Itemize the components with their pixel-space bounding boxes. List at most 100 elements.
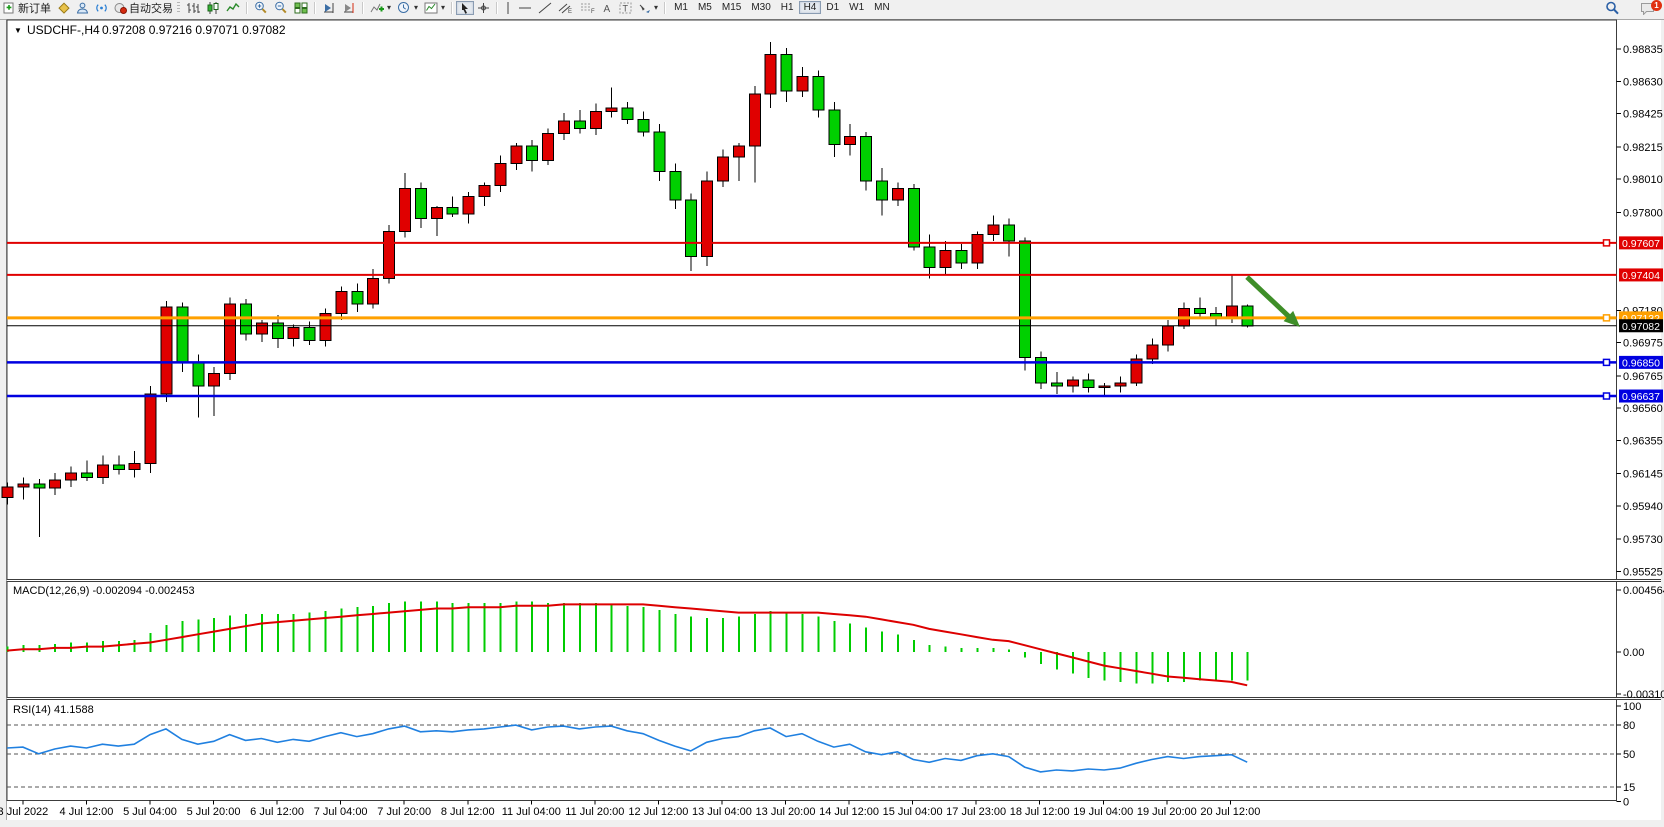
timeframe-W1[interactable]: W1	[844, 1, 869, 14]
fibonacci-button[interactable]: F	[577, 1, 599, 15]
chart-bars-button[interactable]	[183, 1, 203, 15]
crosshair-button[interactable]	[474, 1, 493, 15]
macd-histogram-bar	[1040, 652, 1042, 665]
chart-candles-button[interactable]	[203, 1, 223, 15]
tile-windows-button[interactable]	[291, 1, 311, 15]
chart-shift-button[interactable]	[339, 1, 359, 15]
chart-menu-icon[interactable]: ▼	[14, 26, 22, 35]
time-axis[interactable]: 3 Jul 2022 4 Jul 12:00 5 Jul 04:00 5 Jul 20…	[0, 800, 1260, 819]
svg-text:A: A	[604, 4, 611, 14]
indicators-button[interactable]: ▾	[367, 1, 394, 15]
trendline-button[interactable]	[535, 1, 555, 15]
indicators-plus-icon	[370, 2, 384, 14]
equidistant-channel-icon: E	[558, 2, 574, 14]
rsi-indicator: 100 80 50 15 0 RSI(14) 41.1588	[6, 701, 1641, 809]
candle-body	[81, 472, 93, 479]
macd-histogram-bar	[547, 603, 550, 652]
chevron-down-icon: ▾	[654, 3, 659, 12]
toolbar-grip[interactable]	[177, 2, 180, 13]
rsi-tick-label: 0	[1623, 797, 1629, 809]
candle-body	[1098, 385, 1111, 389]
macd-histogram-bar	[1008, 649, 1011, 652]
notifications-button[interactable]: 1	[1637, 0, 1662, 15]
candle-body	[33, 483, 46, 489]
channel-button[interactable]: E	[555, 1, 577, 15]
text-label-button[interactable]: T	[616, 1, 635, 15]
text-button[interactable]: A	[599, 1, 616, 15]
hline-handle[interactable]	[1602, 358, 1611, 367]
search-button[interactable]	[1602, 1, 1623, 15]
trend-arrow-object[interactable]	[1245, 275, 1300, 327]
timeframe-M5[interactable]: M5	[693, 1, 717, 14]
templates-button[interactable]: ▾	[421, 1, 448, 15]
price-line-badge	[1619, 268, 1663, 282]
chart-line-button[interactable]	[223, 1, 243, 15]
time-tick-label: 11 Jul 04:00	[502, 806, 561, 818]
timeframe-H1[interactable]: H1	[776, 1, 799, 14]
panel-splitter-0[interactable]	[7, 579, 1661, 582]
timeframe-D1[interactable]: D1	[821, 1, 844, 14]
macd-histogram-bar	[165, 624, 168, 652]
zoom-out-button[interactable]	[271, 1, 291, 15]
periods-button[interactable]: ▾	[394, 1, 421, 15]
macd-histogram-bar	[1087, 652, 1090, 678]
hline-handle[interactable]	[1602, 392, 1611, 400]
autotrade-button[interactable]: 自动交易	[111, 1, 176, 15]
time-tick-label: 12 Jul 12:00	[628, 806, 688, 818]
price-tick-label: 0.95525	[1623, 567, 1663, 579]
candle-body	[446, 207, 459, 215]
auto-scroll-button[interactable]	[319, 1, 339, 15]
macd-label: MACD(12,26,9) -0.002094 -0.002453	[13, 585, 195, 597]
macd-histogram-bar	[833, 620, 836, 652]
auto-scroll-icon	[322, 2, 336, 14]
candle-body	[1066, 379, 1079, 387]
timeframe-M30[interactable]: M30	[746, 1, 775, 14]
arrows-button[interactable]: ▾	[635, 1, 661, 15]
market-watch-button[interactable]	[54, 1, 73, 15]
price-tick-label: 0.96145	[1623, 469, 1663, 481]
tile-windows-icon	[294, 2, 308, 14]
candle-body	[939, 249, 952, 269]
profile-button[interactable]	[73, 1, 92, 15]
time-tick-label: 7 Jul 20:00	[377, 806, 431, 818]
search-icon	[1605, 1, 1620, 15]
candle-body	[1082, 379, 1095, 389]
candle-body	[955, 249, 968, 264]
hline-handle[interactable]	[1602, 239, 1611, 247]
new-order-button[interactable]: 新订单	[0, 1, 54, 15]
signals-button[interactable]	[92, 1, 111, 15]
macd-histogram-bar	[1214, 652, 1217, 681]
zoom-in-button[interactable]	[251, 1, 271, 15]
new-order-icon	[3, 2, 16, 14]
timeframe-MN[interactable]: MN	[869, 1, 895, 14]
hline-handle[interactable]	[1602, 314, 1611, 322]
panel-splitter-1[interactable]	[7, 697, 1661, 700]
crosshair-icon	[477, 2, 490, 14]
cursor-button[interactable]	[456, 0, 475, 15]
time-tick-label: 13 Jul 04:00	[692, 806, 752, 818]
trendline-icon	[538, 2, 552, 14]
chart-title-symbol: USDCHF-,H4	[27, 23, 100, 37]
candle-body	[367, 278, 380, 305]
timeframe-M1[interactable]: M1	[669, 1, 693, 14]
candle-body	[558, 120, 570, 134]
candle-body	[128, 462, 141, 471]
candle-body	[717, 156, 729, 182]
price-axis: 0.98835 0.98630 0.98425 0.98215 0.98010 0.978…	[1616, 44, 1663, 579]
chart-shift-icon	[342, 2, 356, 14]
macd-histogram-bar	[1055, 652, 1058, 670]
svg-text:E: E	[568, 9, 572, 14]
vline-button[interactable]	[501, 1, 515, 15]
candle-body	[462, 196, 475, 215]
price-tick-label: 0.96355	[1623, 436, 1663, 448]
timeframe-M15[interactable]: M15	[717, 1, 746, 14]
candle-body	[542, 132, 555, 161]
time-tick-label: 7 Jul 04:00	[314, 806, 368, 818]
candle-body	[1162, 325, 1175, 346]
time-tick-label: 17 Jul 23:00	[946, 806, 1006, 818]
macd-histogram-bar	[451, 603, 454, 652]
timeframe-H4[interactable]: H4	[798, 1, 822, 14]
hline-button[interactable]	[515, 1, 535, 15]
candles-icon	[206, 1, 220, 14]
candle-body	[383, 230, 396, 280]
